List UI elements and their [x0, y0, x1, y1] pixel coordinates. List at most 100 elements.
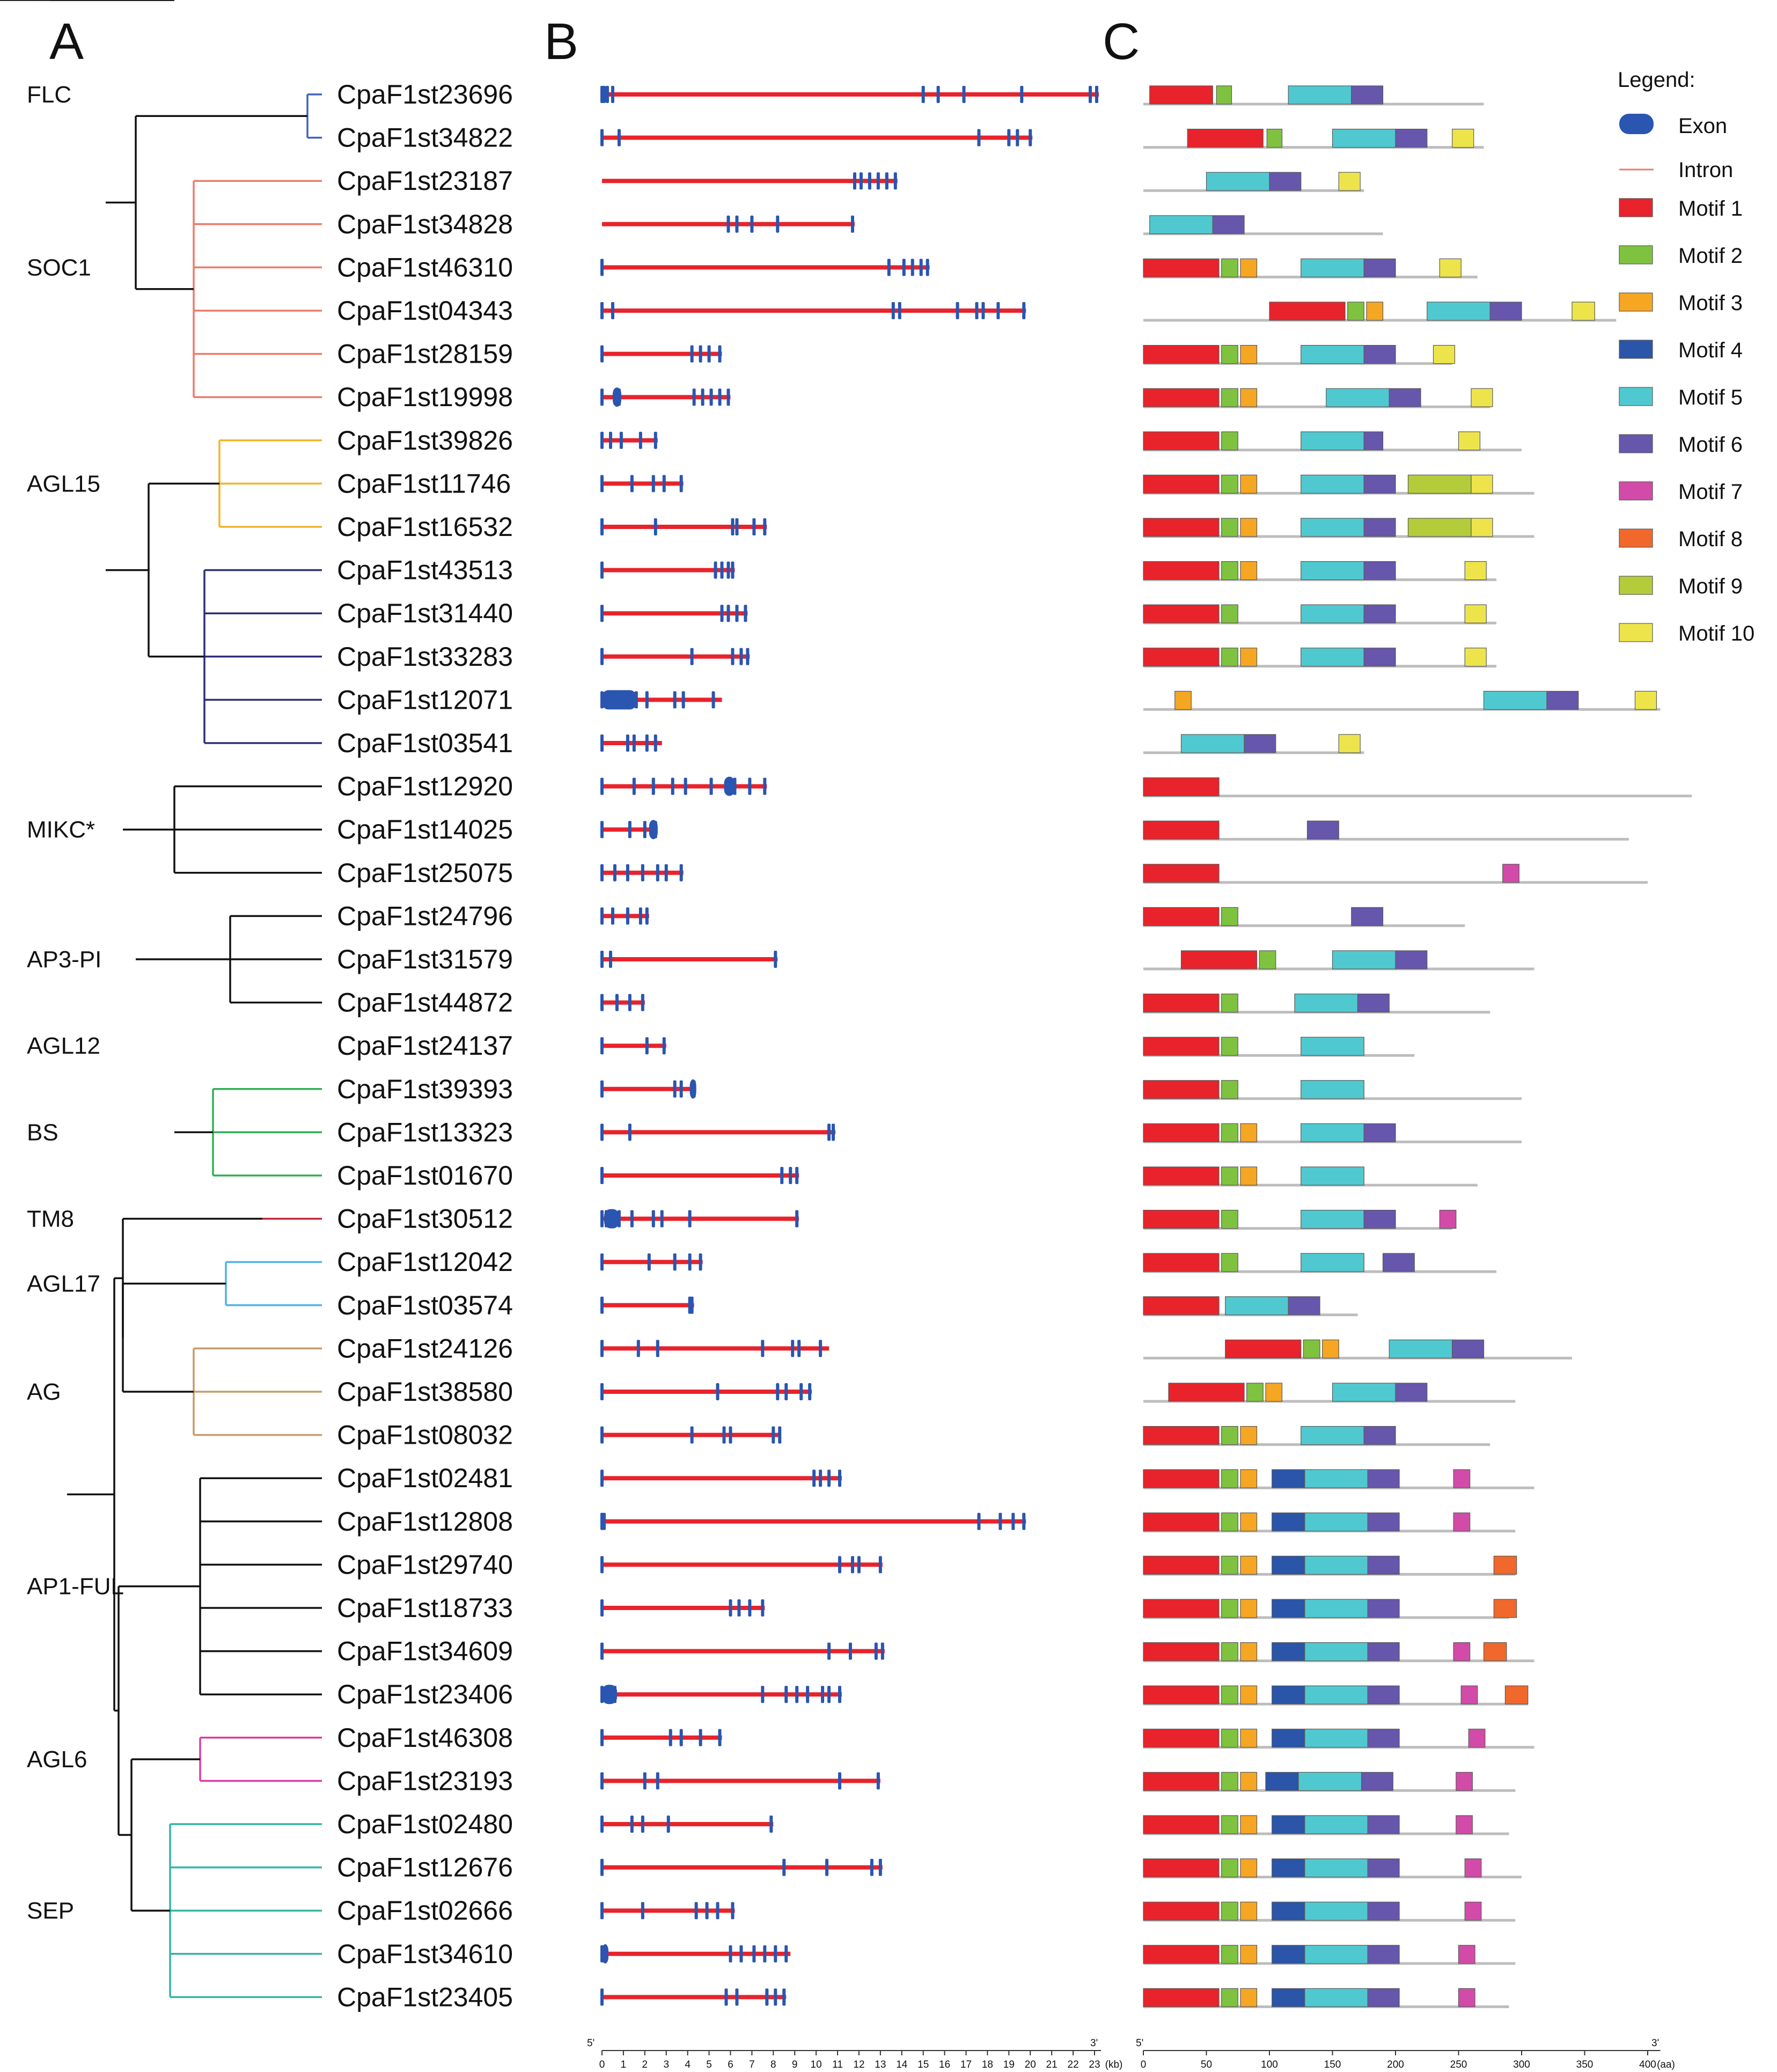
- exon-mark: [857, 1556, 861, 1574]
- exon-mark: [729, 1599, 732, 1617]
- exon-mark: [701, 388, 704, 406]
- exon-block: [602, 690, 636, 710]
- motif-6-box: [1357, 993, 1390, 1013]
- exon-mark: [645, 691, 649, 709]
- exon-mark: [936, 86, 940, 103]
- gene-label: CpaF1st02481: [337, 1463, 513, 1493]
- motif-row: [1143, 1729, 1534, 1749]
- exon-mark: [878, 1556, 882, 1574]
- exon-mark: [746, 648, 750, 665]
- axis-tick-label: 13: [875, 2059, 886, 2070]
- clade-label-ap3pi: AP3-PI: [27, 946, 101, 973]
- exon-mark: [613, 864, 616, 881]
- motif-4-box: [1265, 1772, 1299, 1791]
- clade-label-tm8: TM8: [27, 1206, 74, 1232]
- exon-mark: [660, 1210, 664, 1228]
- gene-label: CpaF1st02480: [337, 1809, 513, 1839]
- exon-mark: [784, 1383, 788, 1400]
- motif-row: [1143, 648, 1496, 668]
- exon-mark: [600, 864, 604, 881]
- legend-motif-2-swatch: [1619, 245, 1653, 264]
- axis-tick-label: 10: [811, 2059, 822, 2070]
- motif-1-box: [1143, 1988, 1220, 2007]
- exon-mark: [651, 1210, 655, 1228]
- motif-6-box: [1395, 950, 1428, 969]
- exon-mark: [600, 1772, 604, 1790]
- motif-5-box: [1301, 1210, 1364, 1229]
- motif-8-box: [1493, 1599, 1517, 1618]
- motif-row: [1143, 690, 1661, 711]
- motif-7-box: [1453, 1469, 1471, 1488]
- axis-tick-label: 18: [982, 2059, 993, 2070]
- gene-label: CpaF1st34828: [337, 209, 513, 239]
- exon-mark: [684, 777, 687, 795]
- panel-a-letter: A: [49, 13, 84, 70]
- exon-mark: [838, 1556, 842, 1574]
- motif-6-box: [1288, 1296, 1320, 1316]
- exon-mark: [910, 259, 914, 276]
- motif-1-box: [1143, 1123, 1220, 1142]
- exon-mark: [761, 1599, 765, 1617]
- motif-2-box: [1221, 1772, 1238, 1791]
- exon-mark: [626, 907, 629, 925]
- motif-3-box: [1240, 1123, 1258, 1142]
- exon-mark: [1022, 1512, 1026, 1530]
- gene-structure-row: [600, 1296, 694, 1314]
- gene-label: CpaF1st24126: [337, 1333, 513, 1363]
- exon-mark: [664, 864, 668, 881]
- motif-6-box: [1351, 85, 1384, 105]
- exon-mark: [782, 1858, 786, 1876]
- exon-mark: [784, 1945, 788, 1963]
- exon-mark: [761, 1340, 765, 1357]
- axis-tick-label: 250: [1450, 2059, 1467, 2070]
- exon-mark: [838, 1469, 842, 1487]
- exon-mark: [600, 951, 604, 968]
- gene-structure-row: [600, 1642, 885, 1660]
- exon-mark: [638, 431, 642, 449]
- motif-1-box: [1143, 1642, 1220, 1662]
- exon-mark: [878, 1858, 882, 1876]
- gene-structure-row: [600, 1037, 666, 1055]
- motif-6-box: [1367, 1685, 1400, 1704]
- exon-mark: [838, 1686, 842, 1703]
- motif-2-box: [1221, 1815, 1238, 1834]
- gene-label: CpaF1st25075: [337, 858, 513, 888]
- exon-mark: [876, 1772, 880, 1790]
- motif-row: [1143, 1166, 1478, 1187]
- motif-3-box: [1240, 1772, 1258, 1791]
- gene-label: CpaF1st34822: [337, 123, 513, 153]
- exon-mark: [600, 1037, 604, 1055]
- motif-2-box: [1347, 302, 1364, 321]
- exon-mark: [600, 1642, 604, 1660]
- three-prime-label: 3': [1090, 2038, 1098, 2049]
- exon-mark: [795, 1686, 799, 1703]
- motif-5-box: [1301, 431, 1364, 451]
- gene-structure-row: [600, 302, 1026, 319]
- motif-row: [1143, 777, 1692, 798]
- exon-mark: [825, 1858, 829, 1876]
- exon-mark: [724, 1988, 728, 2006]
- motif-row: [1143, 474, 1534, 495]
- gene-label: CpaF1st46308: [337, 1723, 513, 1753]
- exon-mark: [780, 1167, 784, 1184]
- exon-block: [602, 1685, 617, 1704]
- motif-3-box: [1240, 474, 1258, 494]
- motif-5-box: [1304, 1729, 1368, 1748]
- motif-row: [1143, 1988, 1509, 2008]
- exon-mark: [850, 215, 854, 233]
- axis-tick-label: 11: [832, 2059, 843, 2070]
- gene-structure-row: [600, 1079, 696, 1099]
- motif-5-box: [1304, 1512, 1368, 1532]
- motif-3-box: [1240, 1945, 1258, 1964]
- exon-mark: [600, 431, 604, 449]
- motif-5-box: [1304, 1901, 1368, 1921]
- exon-mark: [1022, 302, 1026, 319]
- exon-mark: [671, 777, 674, 795]
- motif-7-box: [1464, 1901, 1482, 1921]
- motif-3-box: [1240, 648, 1258, 667]
- exon-mark: [876, 172, 880, 190]
- exon-mark: [602, 1512, 606, 1530]
- exon-mark: [735, 605, 739, 622]
- exon-mark: [716, 1383, 719, 1400]
- exon-mark: [694, 1902, 698, 1920]
